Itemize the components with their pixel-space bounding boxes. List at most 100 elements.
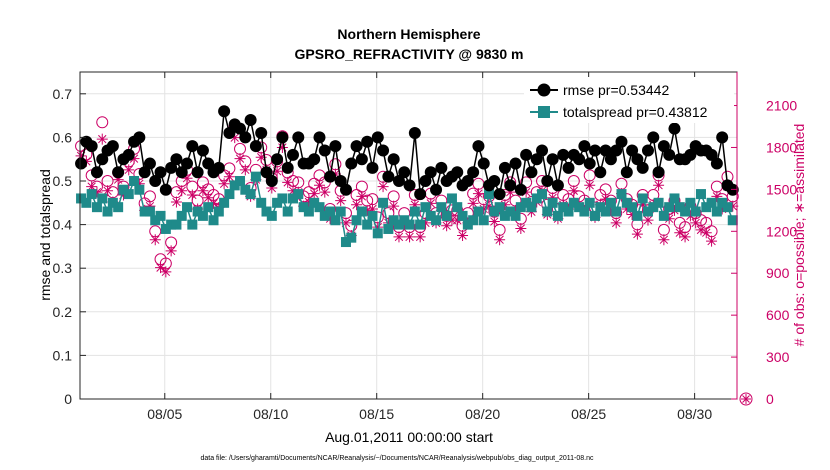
obs-assimilated-point	[488, 216, 500, 228]
totalspread-point	[441, 210, 452, 221]
rmse-point	[573, 153, 586, 166]
rmse-point	[106, 140, 119, 153]
rmse-point	[604, 153, 617, 166]
rmse-point	[430, 183, 443, 196]
totalspread-point	[431, 215, 442, 226]
x-tick-label: 08/20	[465, 406, 500, 422]
totalspread-point	[272, 197, 283, 208]
totalspread-point	[515, 202, 526, 213]
rmse-point	[710, 157, 723, 170]
totalspread-point	[150, 215, 161, 226]
totalspread-point	[235, 176, 246, 186]
obs-assimilated-point	[308, 188, 320, 200]
obs-assimilated-point	[144, 200, 156, 212]
obs-assimilated-point	[271, 165, 283, 177]
obs-zero-marker	[739, 392, 753, 406]
totalspread-point	[600, 206, 611, 217]
totalspread-point	[579, 206, 590, 217]
obs-assimilated-point	[658, 234, 670, 246]
totalspread-point	[250, 171, 261, 182]
obs-assimilated-point	[451, 214, 463, 226]
totalspread-point	[266, 210, 277, 221]
totalspread-point	[303, 206, 314, 217]
totalspread-point	[192, 206, 203, 217]
totalspread-point	[595, 202, 606, 213]
totalspread-point	[542, 206, 553, 217]
rmse-point	[435, 161, 448, 174]
rmse-point	[159, 183, 172, 196]
obs-possible-point	[313, 169, 326, 182]
totalspread-point	[489, 206, 500, 217]
legend: rmse pr=0.53442 totalspread pr=0.43812	[524, 77, 734, 123]
rmse-point	[657, 140, 670, 153]
rmse-point	[705, 148, 718, 161]
obs-assimilated-point	[441, 220, 453, 232]
rmse-point	[234, 122, 247, 135]
totalspread-point	[256, 197, 267, 208]
totalspread-point	[340, 237, 351, 248]
rmse-point	[138, 166, 151, 179]
rmse-point	[504, 179, 517, 192]
obs-assimilated-point	[287, 185, 299, 197]
rmse-point	[191, 166, 204, 179]
rmse-point	[96, 153, 109, 166]
totalspread-point	[409, 206, 420, 217]
rmse-point	[668, 122, 681, 135]
rmse-point	[75, 157, 88, 170]
obs-assimilated-point	[155, 262, 167, 274]
obs-assimilated-point	[96, 133, 108, 145]
obs-possible-point	[387, 190, 400, 203]
rmse-point	[419, 175, 432, 187]
obs-assimilated-point	[234, 153, 246, 165]
obs-assimilated-point	[499, 199, 511, 211]
totalspread-point	[293, 189, 304, 200]
totalspread-point	[309, 197, 320, 208]
rmse-point	[90, 166, 103, 179]
totalspread-point	[685, 197, 696, 208]
totalspread-point	[722, 202, 733, 213]
rmse-point	[339, 183, 352, 196]
obs-assimilated-point	[181, 172, 193, 184]
obs-assimilated-point	[716, 203, 728, 215]
y-tick-label: 0.7	[53, 86, 73, 102]
rmse-point	[175, 166, 188, 179]
rmse-point	[414, 188, 427, 201]
rmse-point	[477, 157, 490, 170]
rmse-point	[313, 131, 326, 144]
rmse-point	[520, 148, 533, 161]
totalspread-point	[473, 206, 484, 217]
series-layer	[75, 105, 739, 278]
obs-assimilated-point	[324, 213, 336, 225]
obs-assimilated-point	[605, 204, 617, 216]
obs-assimilated-point	[626, 209, 638, 221]
totalspread-point	[499, 210, 510, 221]
obs-possible-point	[615, 177, 628, 190]
rmse-point	[493, 188, 506, 201]
totalspread-point	[176, 210, 187, 221]
totalspread-point	[680, 206, 691, 217]
rmse-point	[202, 157, 215, 170]
rmse-point	[599, 144, 612, 157]
totalspread-point	[139, 206, 150, 217]
totalspread-point	[452, 202, 463, 213]
rmse-point	[255, 127, 268, 140]
rmse-point	[324, 170, 337, 183]
legend-spread-label: totalspread pr=0.43812	[563, 104, 708, 120]
obs-assimilated-point	[276, 141, 288, 153]
obs-assimilated-point	[202, 192, 214, 204]
rmse-point	[716, 131, 729, 144]
totalspread-point	[325, 206, 336, 217]
obs-assimilated-point	[351, 199, 363, 211]
rmse-point	[350, 140, 363, 153]
obs-assimilated-point	[377, 181, 389, 193]
y2-tick-label: 600	[766, 307, 790, 323]
obs-possible-point	[143, 190, 156, 203]
obs-assimilated-point	[568, 185, 580, 197]
obs-assimilated-point	[467, 197, 479, 209]
rmse-point	[546, 153, 559, 166]
rmse-point	[541, 175, 554, 187]
y2-tick-label: 1500	[766, 181, 797, 197]
rmse-point	[181, 157, 194, 170]
rmse-point	[382, 170, 395, 183]
obs-assimilated-point	[335, 195, 347, 207]
